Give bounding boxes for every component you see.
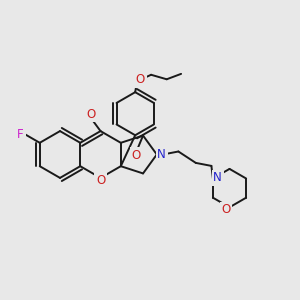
Text: N: N — [213, 171, 222, 184]
Text: O: O — [136, 74, 145, 86]
Text: O: O — [132, 149, 141, 162]
Text: O: O — [96, 174, 105, 188]
Text: O: O — [221, 203, 230, 216]
Text: F: F — [17, 128, 24, 141]
Text: N: N — [157, 148, 166, 161]
Text: O: O — [86, 108, 95, 121]
